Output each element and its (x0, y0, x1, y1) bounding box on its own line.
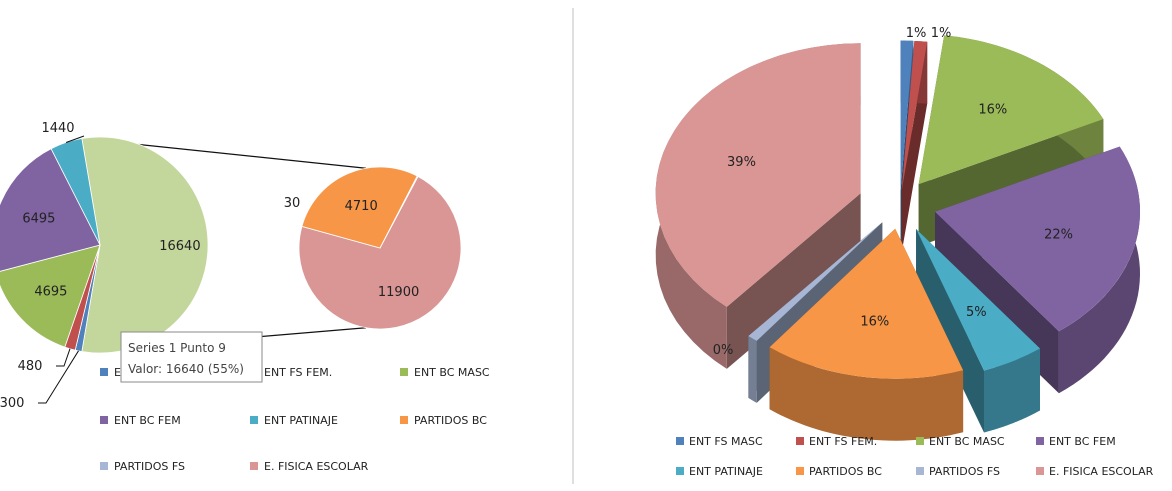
main-slice-ent-patinaje (50, 138, 101, 246)
data-label-ent-bc-masc: 4695 (34, 285, 67, 300)
pct-label-partidos-bc: 16% (860, 314, 889, 329)
leader-line-ent-patinaje (65, 135, 85, 143)
slice-top-ent-patinaje (916, 228, 1040, 371)
main-slice-ent-bc-masc (0, 244, 101, 348)
slice-3d-ent-fs-fem (901, 41, 928, 253)
slice-top-partidos-fs (748, 222, 883, 341)
tooltip-title: Series 1 Punto 9 (128, 341, 226, 355)
slice-3d-ent-patinaje (916, 228, 1040, 433)
legend-swatch-partidos-fs (100, 462, 108, 470)
slice-side-end-ent-patinaje (916, 228, 984, 433)
legend-swatch-ent-patinaje (676, 467, 684, 475)
slice-wall-partidos-fs (748, 336, 757, 403)
slice-3d-partidos-bc (769, 228, 964, 441)
exploded-3d-pie-chart: 1% 1% 16% 22% 5% 16% 0% 39% ENT FS MASC ENT FS FE… (655, 26, 1154, 478)
legend-swatch-partidos-fs (916, 467, 924, 475)
secondary-label-e-fisica-escolar: 11900 (378, 285, 419, 300)
slice-top-partidos-bc (769, 228, 964, 379)
data-label-ent-bc-fem: 6495 (22, 212, 55, 227)
pie-of-pie-chart: 16640 300 480 4695 6495 1440 11900 4710 30 ENT FS… (0, 121, 490, 473)
legend-label-ent-bc-masc: ENT BC MASC (414, 366, 490, 379)
legend-label-e-fisica-escolar: E. FISICA ESCOLAR (264, 460, 369, 473)
secondary-slice-partidos-fs (379, 175, 419, 249)
tooltip: Series 1 Punto 9 Valor: 16640 (55%) (120, 331, 263, 383)
secondary-slice-partidos-bc (301, 166, 418, 249)
legend-label-ent-fs-fem: ENT FS FEM. (264, 366, 332, 379)
slice-top-ent-bc-masc (918, 35, 1104, 185)
pct-label-ent-bc-masc: 16% (978, 103, 1007, 118)
legend-label-e-fisica-escolar: E. FISICA ESCOLAR (1049, 465, 1154, 478)
legend-swatch-ent-bc-masc (400, 368, 408, 376)
secondary-slice-e-fisica-escolar (298, 175, 462, 330)
secondary-label-partidos-bc: 4710 (345, 199, 378, 214)
slice-top-ent-fs-fem (901, 41, 928, 191)
data-label-ent-patinaje: 1440 (41, 121, 74, 136)
tooltip-value: Valor: 16640 (55%) (128, 362, 244, 376)
data-label-e-fisica-escolar-partidos-bc-partidos-fs: 16640 (159, 239, 200, 254)
legend-label-partidos-fs: PARTIDOS FS (114, 460, 185, 473)
secondary-label-partidos-fs: 30 (284, 196, 301, 211)
slice-side-start-e-fisica-escolar (726, 193, 861, 369)
legend-label-ent-fs-masc: ENT FS MASC (689, 435, 763, 448)
legend-label-ent-patinaje: ENT PATINAJE (689, 465, 763, 478)
legend-swatch-e-fisica-escolar (1036, 467, 1044, 475)
legend-label-partidos-bc: PARTIDOS BC (414, 414, 487, 427)
leader-line-ent-fs-masc (38, 350, 79, 404)
legend-swatch-partidos-bc (796, 467, 804, 475)
leader-line-ent-fs-fem (56, 348, 71, 367)
tooltip-box (120, 331, 263, 383)
pct-label-ent-fs-masc: 1% (906, 26, 927, 41)
data-label-ent-fs-masc: 300 (0, 396, 24, 411)
pct-label-ent-fs-fem: 1% (931, 26, 952, 41)
legend-label-ent-bc-fem: ENT BC FEM (114, 414, 181, 427)
legend-swatch-ent-fs-masc (100, 368, 108, 376)
legend-label-ent-fs-fem: ENT FS FEM. (809, 435, 877, 448)
slice-3d-e-fisica-escolar (655, 43, 861, 369)
legend-swatch-ent-fs-masc (676, 437, 684, 445)
legend-label-ent-bc-masc: ENT BC MASC (929, 435, 1005, 448)
data-label-ent-fs-fem: 480 (18, 359, 43, 374)
pct-label-partidos-fs: 0% (713, 343, 734, 358)
slice-wall-partidos-bc (769, 347, 964, 441)
legend: ENT FS MASC ENT FS FEM. ENT BC MASC ENT BC … (676, 435, 1154, 478)
legend-swatch-partidos-bc (400, 416, 408, 424)
legend-label-ent-bc-fem: ENT BC FEM (1049, 435, 1116, 448)
legend-swatch-ent-fs-fem (796, 437, 804, 445)
legend-swatch-ent-bc-masc (916, 437, 924, 445)
legend-label-partidos-bc: PARTIDOS BC (809, 465, 882, 478)
pct-label-ent-patinaje: 5% (966, 305, 987, 320)
legend-swatch-ent-patinaje (250, 416, 258, 424)
legend-swatch-ent-bc-fem (100, 416, 108, 424)
pct-label-ent-bc-fem: 22% (1044, 228, 1073, 243)
main-slice-ent-bc-fem (0, 148, 101, 272)
slice-top-e-fisica-escolar (655, 43, 861, 307)
legend-swatch-ent-bc-fem (1036, 437, 1044, 445)
slice-wall-ent-patinaje (984, 348, 1040, 433)
legend-swatch-e-fisica-escolar (250, 462, 258, 470)
legend-label-partidos-fs: PARTIDOS FS (929, 465, 1000, 478)
pct-label-e-fisica-escolar: 39% (727, 155, 756, 170)
slice-top-ent-fs-masc (900, 40, 914, 191)
slice-top-ent-bc-fem (934, 146, 1141, 332)
legend-label-ent-patinaje: ENT PATINAJE (264, 414, 338, 427)
